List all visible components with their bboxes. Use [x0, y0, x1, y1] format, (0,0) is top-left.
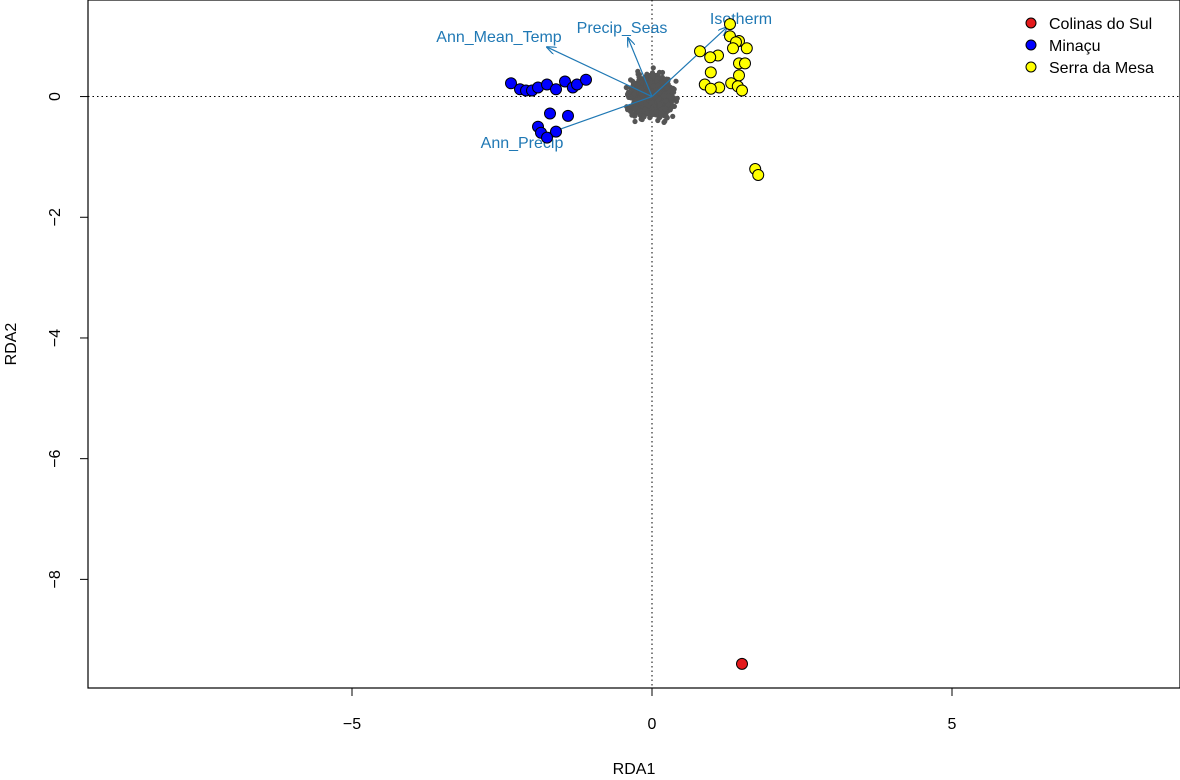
legend-marker	[1025, 61, 1037, 73]
legend-label: Minaçu	[1049, 38, 1101, 55]
snp-point	[650, 73, 656, 79]
snp-point	[656, 96, 662, 102]
y-axis: 0 −2 −4 −6 −8	[47, 92, 88, 588]
snp-point	[629, 112, 635, 118]
snp-point	[647, 80, 653, 86]
snp-point	[670, 113, 676, 119]
x-tick-label: −5	[343, 716, 361, 733]
snp-point	[661, 93, 667, 99]
legend-marker	[1025, 39, 1037, 51]
sample-points	[505, 18, 765, 670]
y-tick-label: −4	[47, 329, 64, 347]
biplot-arrow-label: Isotherm	[710, 11, 772, 28]
snp-point	[631, 91, 637, 97]
series-serra-da-mesa	[694, 18, 765, 181]
sample-point	[727, 42, 739, 55]
sample-point	[704, 66, 717, 79]
sample-point	[580, 73, 592, 86]
snp-point	[632, 118, 638, 125]
legend-label: Serra da Mesa	[1049, 60, 1154, 77]
snp-point	[663, 113, 669, 119]
snp-point	[649, 109, 655, 115]
sample-point	[559, 75, 571, 88]
snp-point	[662, 106, 668, 112]
snp-point	[661, 119, 667, 125]
sample-point	[505, 77, 517, 90]
snp-point	[674, 95, 680, 101]
biplot-arrows: Ann_Mean_TempPrecip_SeasIsothermAnn_Prec…	[436, 11, 772, 152]
biplot-arrow	[550, 95, 653, 133]
sample-point	[694, 45, 706, 58]
y-axis-title: RDA2	[3, 323, 20, 366]
snp-point	[659, 69, 666, 76]
sample-point	[562, 109, 574, 122]
sample-point	[736, 657, 748, 670]
biplot-arrow	[547, 47, 653, 98]
biplot-arrow	[651, 27, 727, 98]
x-tick-label: 5	[948, 716, 957, 733]
x-axis: −5 0 5	[343, 688, 957, 733]
snp-point	[657, 102, 663, 108]
sample-point	[541, 131, 553, 144]
sample-point	[550, 125, 562, 138]
series-mina-u	[505, 73, 592, 144]
snp-point	[626, 89, 632, 95]
snp-point	[673, 78, 679, 84]
y-tick-label: −6	[47, 449, 64, 467]
snp-point	[658, 112, 664, 118]
snp-point	[663, 98, 669, 104]
biplot-arrow-label: Ann_Mean_Temp	[436, 29, 562, 46]
sample-point	[704, 82, 717, 95]
legend-marker	[1025, 17, 1037, 29]
sample-point	[739, 57, 751, 70]
snp-point	[667, 107, 673, 113]
snp-point	[658, 106, 664, 112]
snp-point	[639, 93, 646, 99]
biplot-arrow-label: Precip_Seas	[577, 20, 668, 37]
x-axis-title: RDA1	[613, 761, 656, 778]
sample-point	[544, 107, 556, 120]
plot-frame	[87, 0, 1180, 689]
legend-label: Colinas do Sul	[1049, 16, 1152, 33]
sample-point	[550, 83, 562, 96]
snp-point	[623, 84, 629, 91]
snp-point	[630, 81, 637, 87]
snp-point	[655, 82, 661, 88]
snp-point	[663, 85, 670, 91]
x-tick-label: 0	[648, 716, 657, 733]
snp-point	[636, 74, 642, 80]
snp-point	[641, 114, 647, 120]
snp-point	[642, 106, 648, 112]
snp-point	[628, 77, 634, 83]
snp-point	[650, 65, 656, 71]
legend: Colinas do Sul Minaçu Serra da Mesa	[1025, 16, 1154, 77]
sample-point	[740, 42, 753, 55]
snp-point	[653, 109, 659, 115]
y-tick-label: 0	[47, 92, 64, 101]
sample-point	[736, 84, 748, 97]
snp-point	[659, 79, 665, 85]
snp-point	[666, 93, 672, 99]
sample-point	[704, 51, 717, 64]
biplot-arrow	[628, 38, 653, 97]
sample-point	[724, 18, 736, 31]
y-tick-label: −8	[47, 570, 64, 588]
sample-point	[752, 169, 765, 181]
series-colinas-do-sul	[736, 657, 748, 670]
y-tick-label: −2	[47, 208, 64, 226]
snp-point	[632, 106, 638, 112]
